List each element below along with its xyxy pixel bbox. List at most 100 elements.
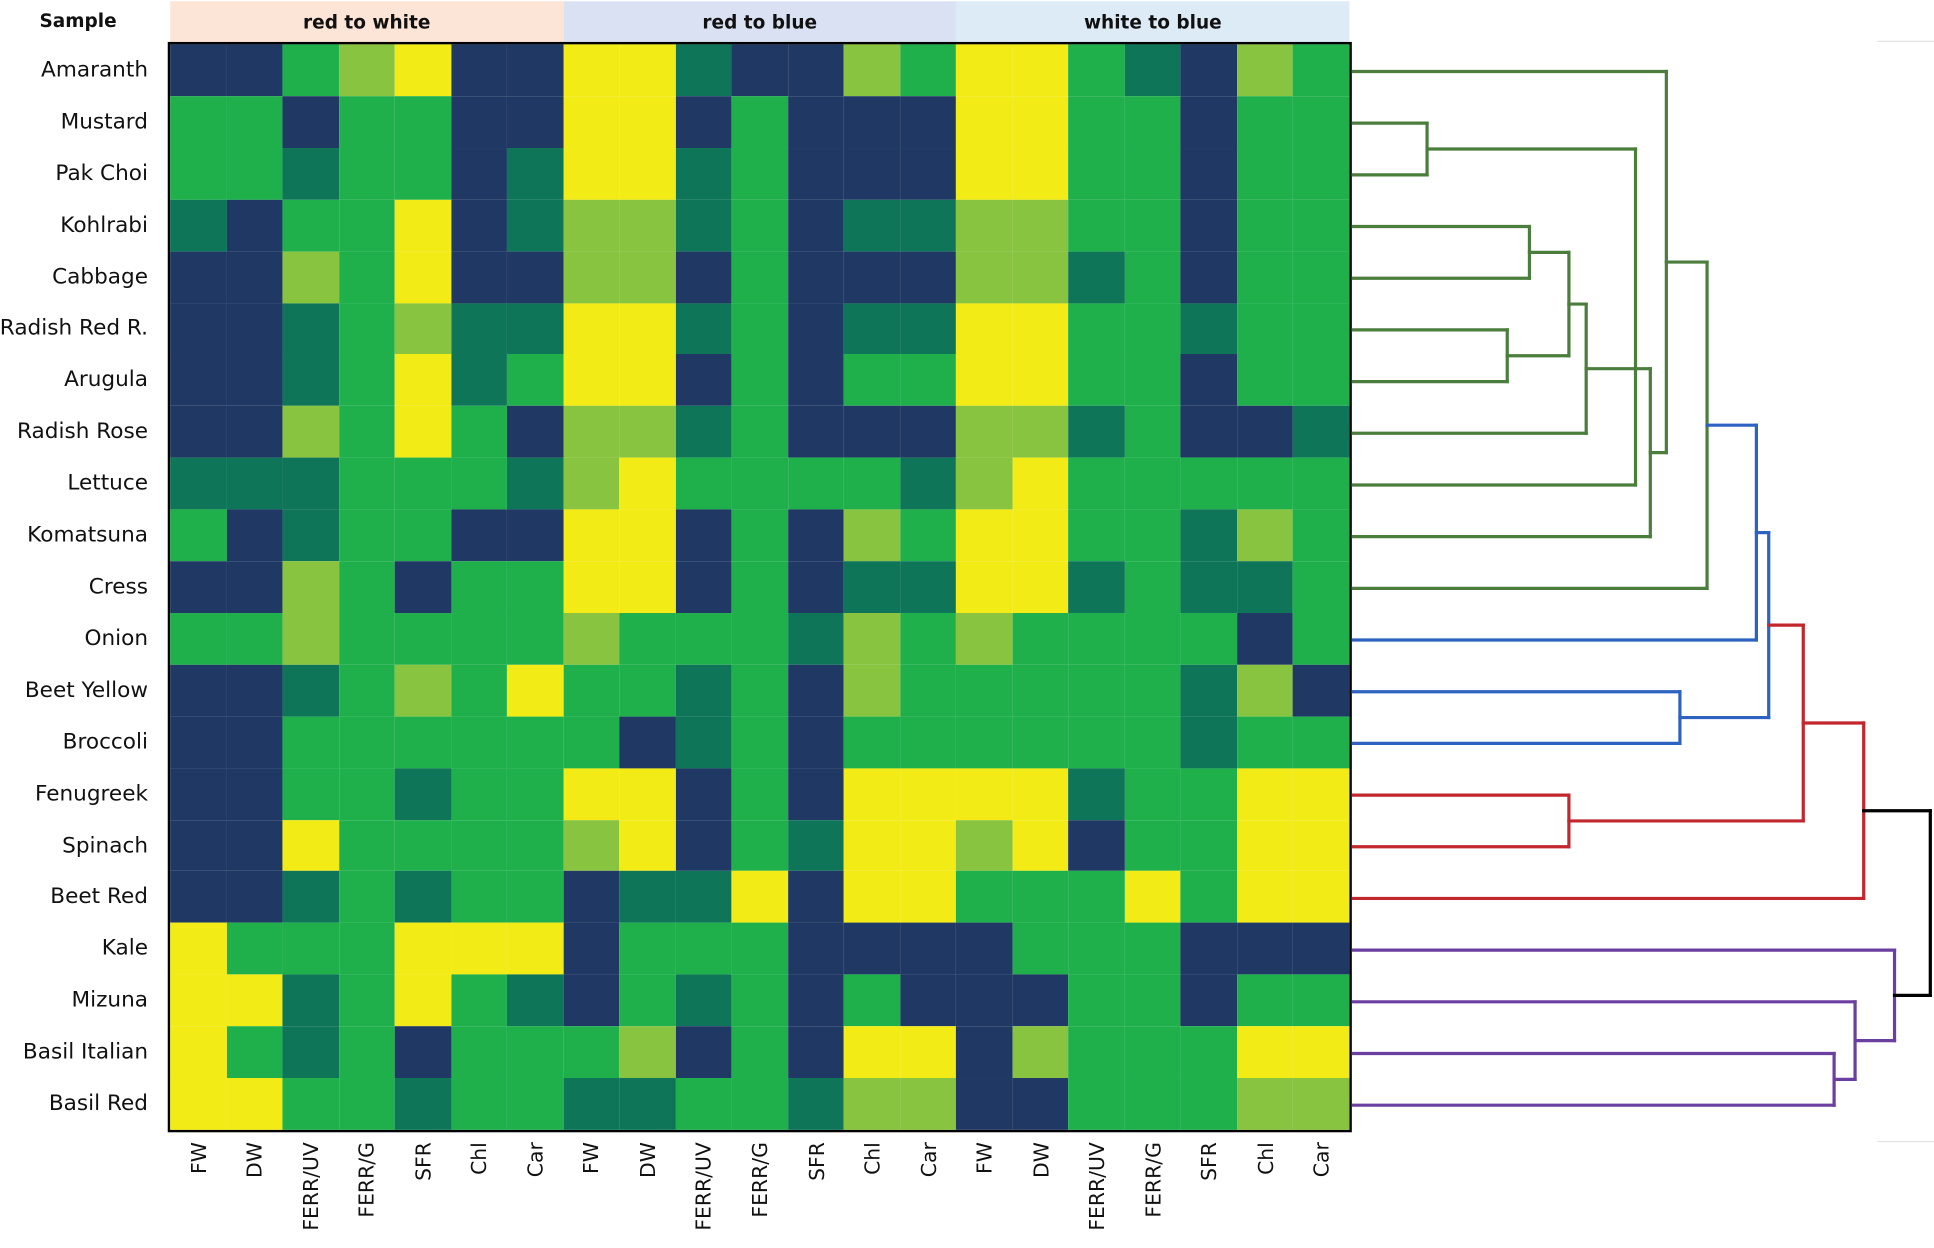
heatmap-cell xyxy=(394,354,451,407)
heatmap-cell xyxy=(956,509,1013,562)
heatmap-cell xyxy=(507,199,564,252)
column-label: FW xyxy=(973,1142,997,1174)
heatmap-cell xyxy=(1124,974,1181,1027)
heatmap-cell xyxy=(170,251,227,303)
heatmap-cell xyxy=(1068,1026,1125,1079)
heatmap-cell xyxy=(1068,96,1125,148)
heatmap-cell xyxy=(170,819,227,872)
heatmap-cell xyxy=(394,1078,451,1130)
heatmap-cell xyxy=(563,974,620,1027)
heatmap-cell xyxy=(226,819,283,872)
heatmap-cell xyxy=(844,923,901,975)
heatmap-cell xyxy=(563,509,620,562)
heatmap-cell xyxy=(900,251,957,303)
heatmap-cell xyxy=(787,509,845,562)
heatmap-cell xyxy=(226,716,283,768)
heatmap-cell xyxy=(1237,96,1294,148)
heatmap-cell xyxy=(619,1078,676,1130)
heatmap-cell xyxy=(1293,664,1350,717)
heatmap-cell xyxy=(956,302,1013,355)
column-label: FERR/UV xyxy=(692,1142,716,1231)
heatmap-cell xyxy=(675,509,732,562)
row-label: Beet Yellow xyxy=(24,678,149,703)
heatmap-cell xyxy=(844,819,901,872)
heatmap-cell xyxy=(619,1026,676,1079)
column-label: DW xyxy=(1029,1142,1053,1178)
heatmap-cell xyxy=(226,509,283,562)
heatmap-cell xyxy=(844,716,901,768)
heatmap-cell xyxy=(226,44,283,97)
heatmap-cell xyxy=(619,819,676,872)
heatmap-cell xyxy=(900,923,957,975)
heatmap-cell xyxy=(394,664,451,717)
row-label: Kale xyxy=(101,936,149,962)
heatmap-cell xyxy=(787,147,845,200)
heatmap-cell xyxy=(563,406,620,458)
heatmap-cell xyxy=(170,199,227,252)
heatmap-cell xyxy=(226,1026,283,1079)
row-label: Broccoli xyxy=(62,729,149,755)
heatmap-cell xyxy=(282,819,339,872)
heatmap-cell xyxy=(619,561,676,613)
heatmap-cell xyxy=(450,664,508,717)
heatmap-cell xyxy=(900,664,957,717)
heatmap-cell xyxy=(787,199,845,252)
heatmap-cell xyxy=(1068,871,1125,924)
column-label: Chl xyxy=(860,1142,885,1175)
heatmap-cell xyxy=(1180,354,1238,407)
heatmap-cell xyxy=(1180,819,1238,872)
heatmap-cell xyxy=(731,96,788,148)
heatmap-cell xyxy=(1237,561,1294,613)
heatmap-cell xyxy=(1012,406,1069,458)
heatmap-cell xyxy=(956,871,1013,924)
heatmap-cell xyxy=(1124,199,1181,252)
heatmap-cell xyxy=(675,199,732,252)
heatmap-cell xyxy=(675,457,732,510)
heatmap-cell xyxy=(1180,147,1238,200)
heatmap-cell xyxy=(226,923,283,975)
heatmap-cell xyxy=(226,96,283,148)
heatmap-cell xyxy=(507,612,564,665)
heatmap-cell xyxy=(787,302,845,355)
heatmap-cell xyxy=(619,871,676,924)
heatmap-cell xyxy=(731,302,788,355)
heatmap-cell xyxy=(1124,1078,1181,1130)
heatmap-cell xyxy=(844,767,901,820)
heatmap-cell xyxy=(170,1078,227,1130)
heatmap-cell xyxy=(338,974,395,1027)
heatmap-cell xyxy=(450,147,508,200)
heatmap-cell xyxy=(507,406,564,458)
heatmap-cell xyxy=(619,509,676,562)
heatmap-cell xyxy=(956,716,1013,768)
heatmap-cell xyxy=(731,819,788,872)
heatmap-cell xyxy=(226,251,283,303)
heatmap-cell xyxy=(787,561,845,613)
column-label: Chl xyxy=(1254,1142,1278,1175)
heatmap-cell xyxy=(1180,974,1238,1027)
heatmap-cell xyxy=(844,96,901,148)
heatmap-cell xyxy=(450,561,508,613)
heatmap-cell xyxy=(338,509,395,562)
heatmap-cell xyxy=(787,457,845,510)
heatmap-cell xyxy=(338,147,395,200)
heatmap-cell xyxy=(675,974,732,1027)
heatmap-cell xyxy=(563,199,620,252)
heatmap-cell xyxy=(226,302,283,355)
heatmap-cell xyxy=(563,302,620,355)
heatmap-cell xyxy=(338,302,395,355)
heatmap-cell xyxy=(1293,457,1350,510)
column-label: FERR/G xyxy=(748,1142,773,1218)
heatmap-cell xyxy=(844,509,901,562)
heatmap-cell xyxy=(956,1078,1013,1130)
heatmap-cell xyxy=(675,44,732,97)
heatmap-cell xyxy=(170,96,227,148)
heatmap-cell xyxy=(1293,1026,1350,1079)
heatmap-cell xyxy=(900,561,957,613)
heatmap-cell xyxy=(507,251,564,303)
heatmap-cell xyxy=(675,1078,732,1130)
heatmap-cell xyxy=(900,1026,957,1079)
heatmap-cell xyxy=(450,302,508,355)
heatmap-cell xyxy=(226,199,283,252)
heatmap-cell xyxy=(563,871,620,924)
heatmap-cell xyxy=(450,923,508,975)
